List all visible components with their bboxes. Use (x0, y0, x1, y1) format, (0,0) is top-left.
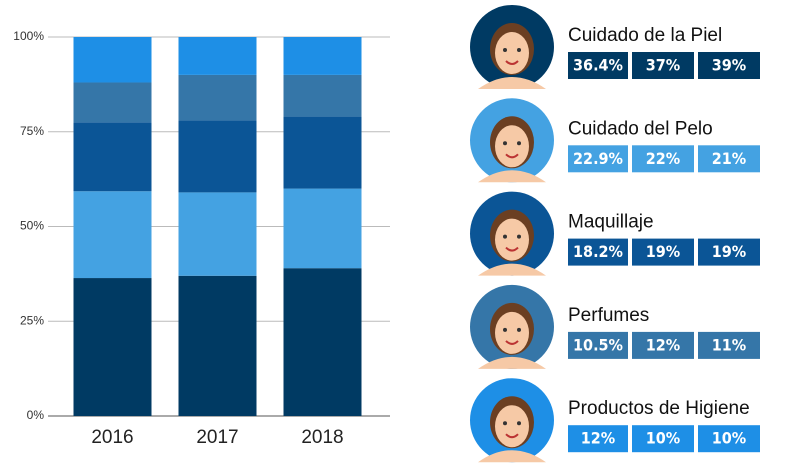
bar-segment (178, 275, 257, 416)
legend-label: Cuidado del Pelo (568, 118, 713, 139)
bar-segment (73, 278, 152, 416)
icon-shoulders (478, 263, 546, 276)
bar-segment (178, 120, 257, 193)
bar-segment (178, 74, 257, 121)
icon-mouth (505, 60, 519, 65)
value-label: 22.9% (573, 149, 623, 168)
value-label: 10% (712, 429, 746, 448)
value-label: 18.2% (573, 242, 623, 261)
value-box (698, 425, 760, 453)
value-label: 36.4% (573, 56, 623, 75)
value-label: 12% (581, 429, 615, 448)
value-box (568, 238, 628, 266)
value-label: 39% (712, 56, 746, 75)
value-box (698, 238, 760, 266)
value-box (632, 238, 694, 266)
icon-face (495, 125, 529, 168)
icon-shoulders (478, 450, 546, 463)
y-tick-label: 25% (20, 313, 44, 327)
bar-segment (283, 37, 362, 75)
icon-shoulders (478, 77, 546, 89)
bar-segment (178, 192, 257, 276)
icon-shoulders (478, 356, 546, 369)
bar-segment (73, 122, 152, 192)
x-tick-label: 2018 (301, 427, 343, 448)
icon-mouth (505, 340, 519, 345)
bar-segment (73, 82, 152, 123)
bar-segment (178, 37, 257, 75)
bar-segment (73, 191, 152, 279)
y-tick-label: 100% (13, 29, 44, 43)
icon-mouth (505, 433, 519, 439)
y-tick-label: 50% (20, 219, 44, 233)
value-label: 21% (712, 149, 746, 168)
bar-segment (283, 188, 362, 269)
value-label: 12% (646, 335, 680, 354)
value-label: 19% (646, 242, 680, 261)
icon-eye (503, 421, 507, 426)
legend-item: Cuidado de la Piel 36.4% 37% 39% (470, 5, 760, 89)
value-label: 19% (712, 242, 746, 261)
icon-eye (517, 48, 521, 52)
icon-face (495, 311, 529, 354)
icon-eye (503, 141, 507, 146)
value-box (698, 52, 760, 79)
value-label: 10.5% (573, 335, 623, 354)
icon-face (495, 405, 529, 448)
legend-item: Productos de Higiene 12% 10% 10% (470, 378, 760, 463)
icon-eye (503, 48, 507, 52)
icon-shoulders (478, 170, 546, 183)
bar-segment (283, 74, 362, 117)
value-label: 11% (712, 335, 746, 354)
legend-label: Maquillaje (568, 212, 654, 233)
legend-item: Maquillaje 18.2% 19% 19% (470, 191, 760, 276)
value-box (568, 331, 628, 359)
icon-eye (503, 234, 507, 239)
icon-eye (517, 234, 521, 239)
y-tick-label: 75% (20, 124, 44, 138)
icon-eye (517, 141, 521, 146)
x-tick-label: 2016 (91, 427, 133, 448)
value-box (568, 425, 628, 453)
icon-face (495, 218, 529, 261)
legend-item: Cuidado del Pelo 22.9% 22% 21% (470, 98, 760, 183)
bar-segment (283, 268, 362, 416)
icon-eye (517, 327, 521, 332)
value-label: 37% (646, 56, 680, 75)
x-tick-label: 2017 (196, 427, 238, 448)
bar-segment (73, 37, 152, 83)
y-tick-label: 0% (27, 408, 45, 422)
icon-eye (503, 327, 507, 332)
bar-segment (283, 116, 362, 189)
value-box (632, 331, 694, 359)
icon-face (495, 32, 529, 74)
legend-label: Cuidado de la Piel (568, 25, 722, 46)
icon-mouth (505, 246, 519, 252)
value-label: 22% (646, 149, 680, 168)
value-box (632, 425, 694, 453)
value-label: 10% (646, 429, 680, 448)
value-box (568, 145, 628, 173)
legend-item: Perfumes 10.5% 12% 11% (470, 284, 760, 369)
icon-mouth (505, 153, 519, 159)
value-box (568, 52, 628, 79)
legend-label: Productos de Higiene (568, 398, 750, 419)
icon-eye (517, 421, 521, 426)
value-box (698, 331, 760, 359)
value-box (632, 145, 694, 173)
value-box (698, 145, 760, 173)
legend-label: Perfumes (568, 305, 649, 326)
value-box (632, 52, 694, 79)
